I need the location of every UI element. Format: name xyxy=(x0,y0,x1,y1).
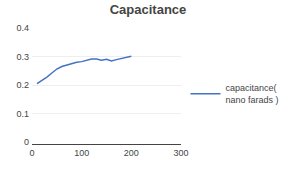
svg-text:0.2: 0.2 xyxy=(16,80,29,90)
svg-text:300: 300 xyxy=(173,148,188,158)
svg-text:Capacitance: Capacitance xyxy=(110,2,187,17)
svg-text:0.3: 0.3 xyxy=(16,52,29,62)
svg-text:0.4: 0.4 xyxy=(16,23,29,33)
svg-text:100: 100 xyxy=(74,148,89,158)
svg-text:0: 0 xyxy=(29,148,34,158)
svg-text:0.1: 0.1 xyxy=(16,109,29,119)
svg-text:200: 200 xyxy=(124,148,139,158)
svg-text:0: 0 xyxy=(24,137,29,147)
svg-text:capacitance(nano farads ): capacitance(nano farads ) xyxy=(225,83,278,105)
